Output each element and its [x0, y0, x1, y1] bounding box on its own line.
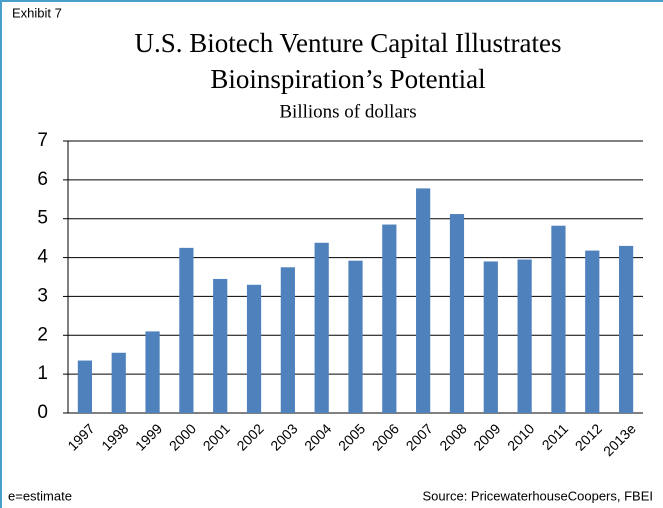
bar	[111, 352, 126, 413]
x-tick-label: 2002	[233, 420, 266, 453]
bar	[585, 250, 600, 413]
bar	[179, 247, 194, 413]
y-tick-label: 2	[37, 324, 48, 345]
x-tick-label: 2001	[200, 420, 233, 453]
chart-title: U.S. Biotech Venture Capital Illustrates	[135, 28, 562, 58]
x-tick-label: 2005	[335, 420, 368, 453]
bar	[382, 224, 397, 413]
x-tick-label: 2011	[539, 420, 572, 453]
bar	[213, 278, 228, 413]
bar	[618, 245, 634, 413]
bar	[145, 331, 160, 413]
source: Source: PricewaterhouseCoopers, FBEI	[423, 488, 654, 503]
chart-subtitle: Billions of dollars	[279, 101, 416, 122]
y-tick-label: 6	[37, 169, 48, 190]
x-tick-label: 2007	[403, 420, 436, 453]
bar	[280, 267, 295, 413]
y-tick-label: 5	[37, 208, 48, 229]
x-tick-label: 2003	[267, 420, 300, 453]
y-tick-label: 0	[37, 402, 48, 423]
bar	[348, 260, 363, 413]
x-tick-label: 2006	[369, 420, 402, 453]
exhibit-label: Exhibit 7	[12, 5, 62, 20]
x-tick-label: 1998	[98, 420, 131, 453]
bar	[416, 188, 431, 413]
x-tick-label: 1997	[64, 420, 97, 453]
y-tick-label: 3	[37, 285, 48, 306]
y-tick-label: 7	[37, 130, 48, 151]
y-tick-label: 1	[37, 363, 48, 384]
bar	[314, 242, 329, 413]
x-tick-label: 2009	[470, 420, 503, 453]
bar	[77, 360, 93, 413]
bar	[483, 261, 498, 413]
y-tick-label: 4	[37, 247, 48, 268]
x-tick-label: 1999	[132, 420, 165, 453]
bar	[246, 284, 262, 413]
x-tick-label: 2000	[166, 420, 199, 453]
footnote: e=estimate	[8, 488, 72, 503]
x-tick-label: 2010	[504, 420, 537, 453]
x-tick-label: 2008	[436, 420, 469, 453]
bar	[517, 259, 532, 413]
x-tick-label: 2013e	[600, 420, 639, 459]
bar	[449, 214, 465, 413]
bar	[551, 225, 566, 413]
x-tick-label: 2004	[301, 420, 334, 453]
chart-title: Bioinspiration’s Potential	[210, 64, 485, 94]
